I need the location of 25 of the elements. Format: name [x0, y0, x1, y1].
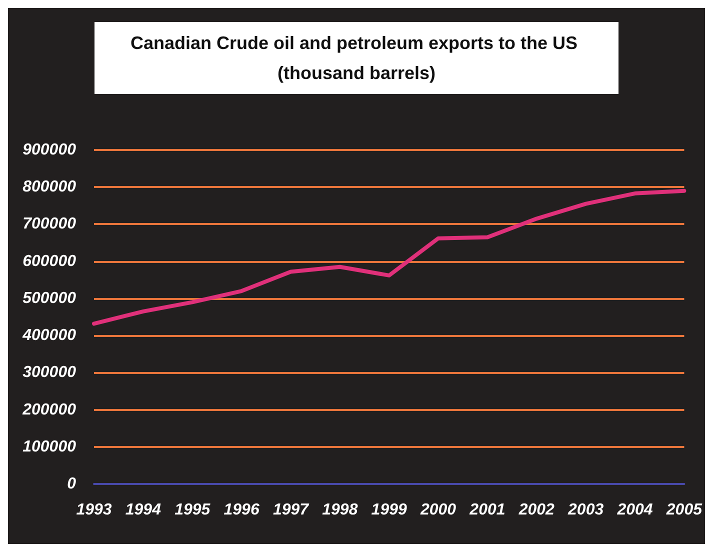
y-tick-label: 400000: [22, 327, 76, 344]
y-tick-label: 600000: [22, 252, 76, 270]
x-tick-label: 2000: [419, 502, 456, 518]
chart-title: Canadian Crude oil and petroleum exports to the US (thousand barrels): [130, 33, 583, 83]
y-tick-label: 900000: [22, 142, 76, 158]
x-tick-label: 1995: [174, 502, 212, 518]
y-tick-label: 200000: [22, 401, 76, 418]
y-tick-label: 300000: [22, 364, 76, 382]
x-tick-label: 1994: [125, 502, 162, 518]
y-tick-label: 800000: [22, 178, 76, 196]
x-tick-label: 2004: [616, 502, 653, 518]
x-tick-label: 2005: [665, 502, 704, 518]
y-tick-label: 100000: [22, 438, 76, 456]
y-tick-label: 0: [67, 476, 76, 492]
x-tick-label: 2003: [567, 502, 604, 518]
y-tick-label: 700000: [22, 216, 76, 233]
x-tick-label: 1999: [371, 502, 407, 518]
x-tick-label: 1997: [272, 502, 310, 518]
x-tick-label: 2002: [518, 502, 555, 518]
x-tick-label: 2001: [468, 502, 506, 518]
x-tick-label: 1996: [224, 502, 260, 518]
x-tick-label: 1993: [76, 502, 112, 518]
y-tick-label: 500000: [22, 290, 76, 307]
x-tick-label: 1998: [322, 502, 358, 518]
line-series: [92, 188, 686, 326]
